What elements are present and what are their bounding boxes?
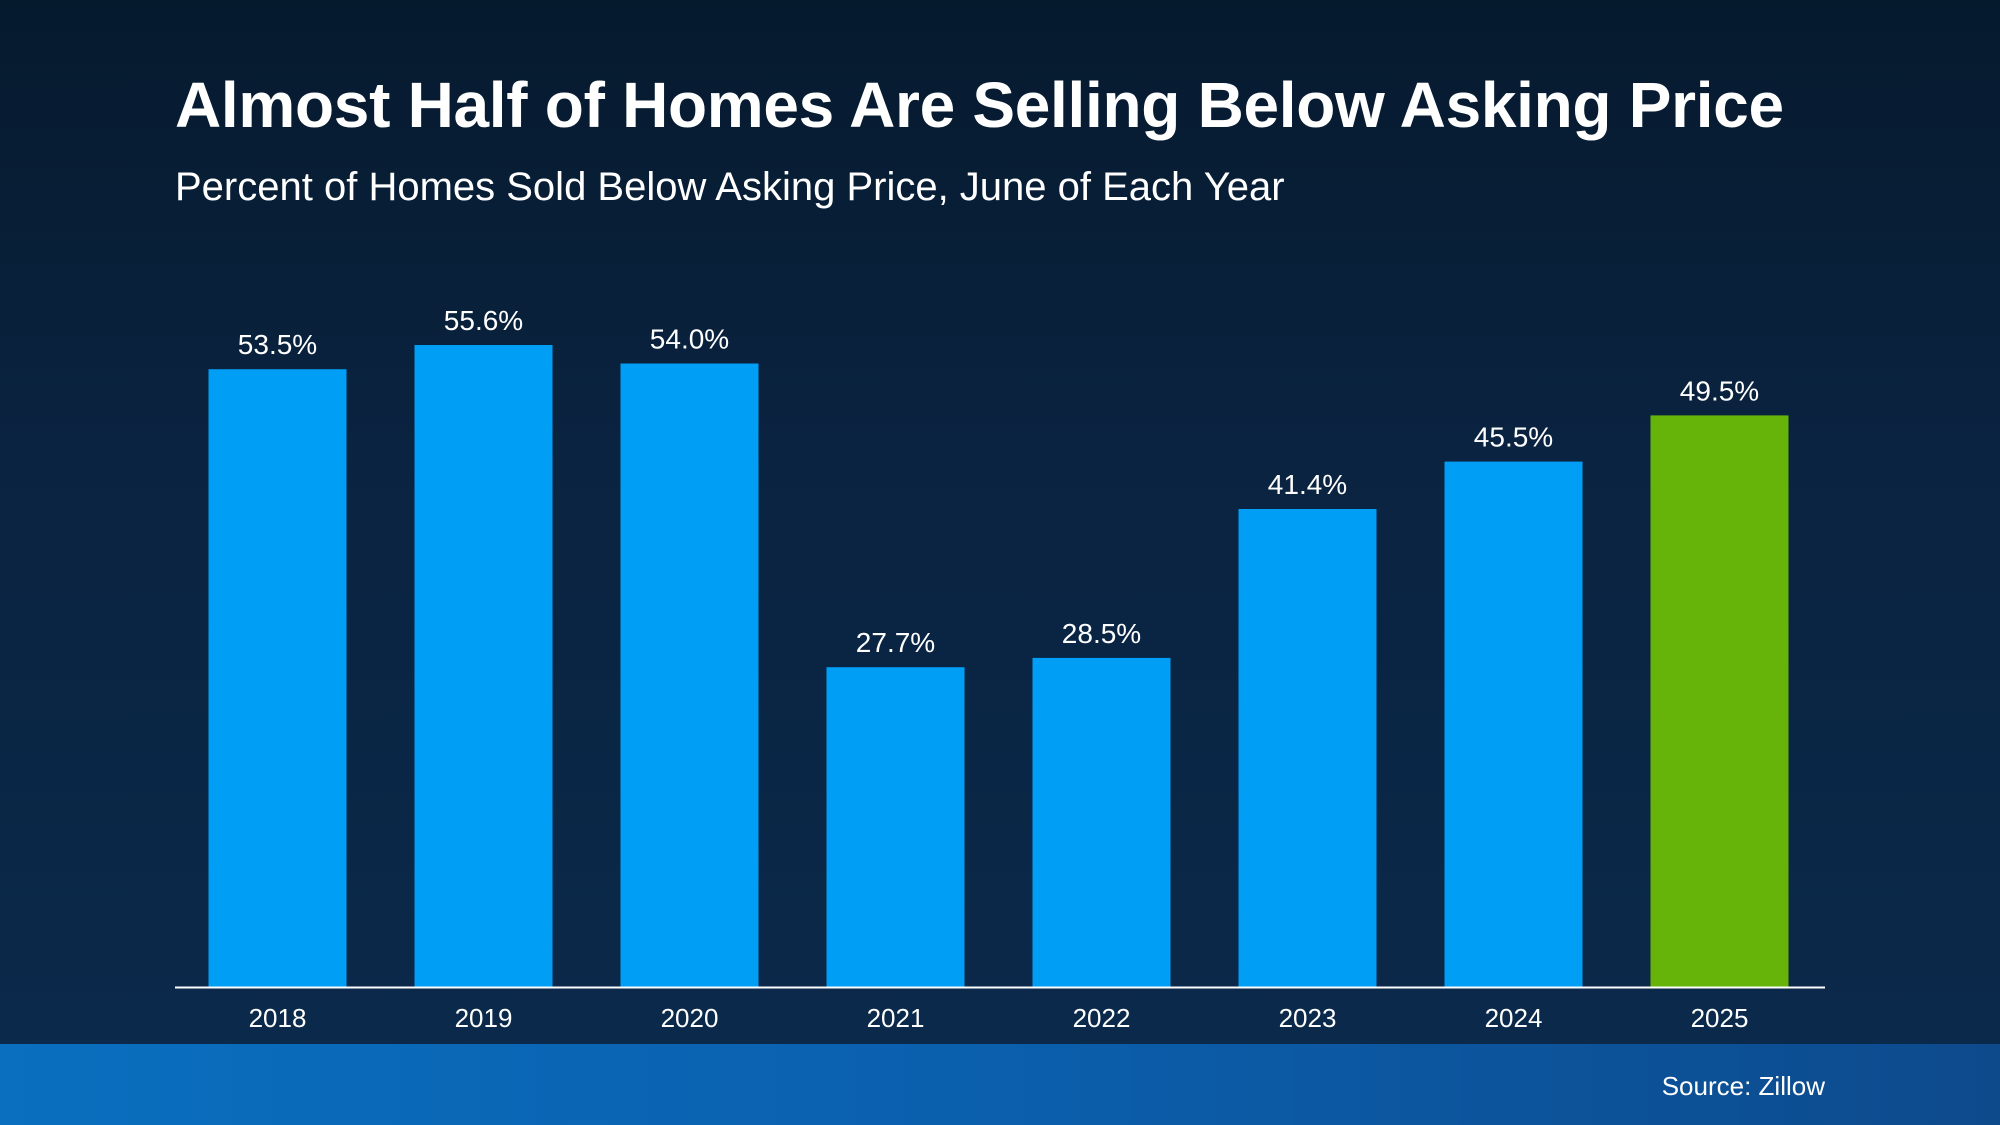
x-tick-label-2021: 2021 (867, 1003, 925, 1033)
x-tick-label-2019: 2019 (455, 1003, 513, 1033)
chart-subtitle: Percent of Homes Sold Below Asking Price… (175, 165, 1285, 209)
x-tick-label-2018: 2018 (249, 1003, 307, 1033)
chart-title: Almost Half of Homes Are Selling Below A… (175, 69, 1784, 141)
bar-2022 (1032, 657, 1171, 987)
footer-band (0, 1044, 2000, 1125)
bar-2019 (414, 345, 553, 987)
data-label-2023: 41.4% (1268, 469, 1347, 500)
x-tick-label-2022: 2022 (1073, 1003, 1131, 1033)
bar-2018 (208, 369, 347, 987)
data-label-2022: 28.5% (1062, 618, 1141, 649)
x-tick-label-2023: 2023 (1279, 1003, 1337, 1033)
data-label-2018: 53.5% (238, 329, 317, 360)
data-label-2024: 45.5% (1474, 422, 1553, 453)
x-tick-label-2020: 2020 (661, 1003, 719, 1033)
x-tick-label-2025: 2025 (1691, 1003, 1749, 1033)
data-label-2020: 54.0% (650, 324, 729, 355)
data-label-2025: 49.5% (1680, 375, 1759, 406)
data-label-2021: 27.7% (856, 627, 935, 658)
data-label-2019: 55.6% (444, 305, 523, 336)
source-note: Source: Zillow (1661, 1071, 1825, 1101)
bar-2020 (620, 363, 759, 987)
x-tick-label-2024: 2024 (1485, 1003, 1543, 1033)
bar-2021 (826, 667, 965, 987)
bar-2025 (1650, 415, 1789, 987)
bar-2024 (1444, 461, 1583, 988)
bar-2023 (1238, 509, 1377, 987)
